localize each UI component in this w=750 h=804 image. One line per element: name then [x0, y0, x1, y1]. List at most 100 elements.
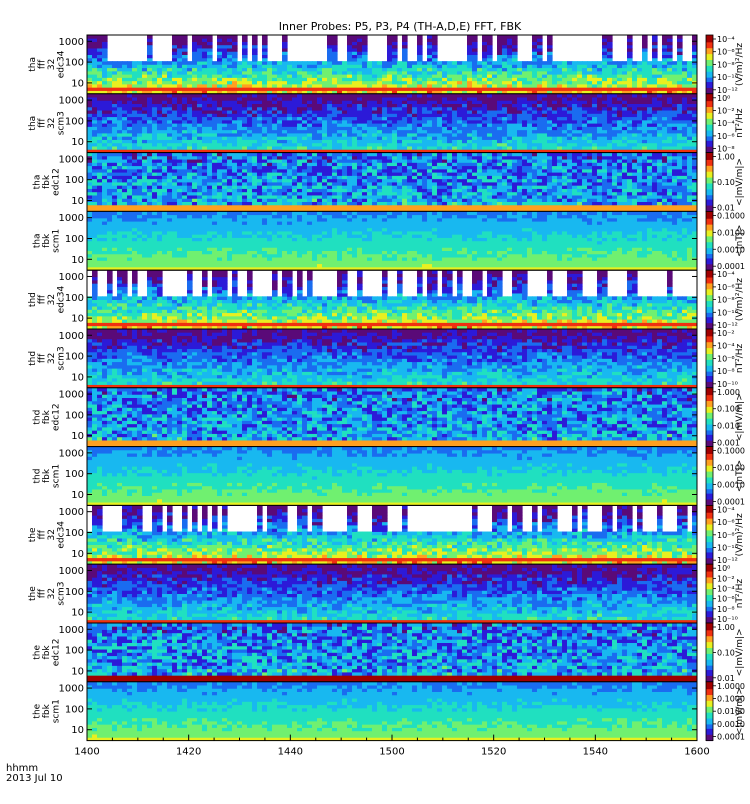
y-tick-label: 1000: [59, 625, 84, 636]
y-tick-label: 100: [65, 58, 84, 69]
colorbar-label: (V/m)²/Hz: [735, 43, 745, 86]
spectrogram-image: [87, 35, 698, 94]
spectrogram-image: [87, 153, 698, 212]
panel-tha-efield-fff: 101001000thafff32edc3410⁻⁴10⁻⁶10⁻⁸10⁻¹⁰1…: [28, 35, 745, 95]
colorbar-tick-label: 10⁻²: [717, 574, 735, 583]
y-tick-label: 10: [71, 490, 84, 501]
colorbar-label: nT²/Hz: [735, 579, 745, 609]
y-tick-label: 10: [71, 725, 84, 736]
y-tick-label: 1000: [59, 96, 84, 107]
panel-thd-efield-fbk: 101001000thdfbkedc121.0000.1000.0100.001…: [33, 388, 746, 448]
spectrogram-image: [87, 447, 698, 506]
spectrogram-image: [87, 564, 698, 623]
y-tick-label: 1000: [59, 448, 84, 459]
colorbar-tick-label: 1.00: [717, 153, 735, 162]
colorbar-tick-label: 0.1000: [717, 211, 745, 220]
panel-label: thefbkscm1: [33, 699, 62, 723]
panel-label: thdfbkscm1: [33, 464, 62, 488]
colorbar-label: (V/m)²/Hz: [735, 278, 745, 321]
y-tick-label: 100: [65, 469, 84, 480]
y-tick-label: 1000: [59, 390, 84, 401]
y-tick-label: 1000: [59, 154, 84, 165]
spectrogram-image: [87, 388, 698, 447]
y-tick-label: 1000: [59, 684, 84, 695]
x-tick-label: 1540: [583, 747, 608, 758]
y-tick-label: 1000: [59, 272, 84, 283]
panel-thd-efield-fff: 101001000thdfff32edc3410⁻⁴10⁻⁶10⁻⁸10⁻¹⁰1…: [28, 270, 745, 330]
panel-the-bfield-fbk: 10 100 1000 thefbkscm1 1.00000.10000.01000.0…: [33, 682, 746, 742]
colorbar-tick-label: 10⁻⁸: [717, 60, 735, 69]
colorbar-tick-label: 10⁻²: [717, 107, 735, 116]
panel-label: thefbkedc12: [33, 639, 62, 667]
spectrogram-image: [87, 211, 698, 270]
colorbar-label: nT²/Hz: [735, 343, 745, 373]
y-tick-label: 100: [65, 587, 84, 598]
colorbar-tick-label: 10⁻⁶: [717, 283, 735, 292]
panel-label: thafff32edc34: [28, 50, 67, 78]
colorbar-tick-label: 10⁰: [717, 564, 730, 573]
spectrogram-image: [87, 682, 698, 741]
colorbar: 1.000.100.01<|mV/m|>: [706, 153, 745, 213]
panel-tha-bfield-fff: 101001000thafff32scm310⁰10⁻²10⁻⁴10⁻⁶10⁻⁸…: [28, 94, 745, 154]
panel-tha-bfield-fbk: 101001000thafbkscm10.10000.01000.00100.0…: [33, 211, 746, 271]
y-tick-label: 100: [65, 704, 84, 715]
y-tick-label: 10: [71, 196, 84, 207]
panel-label: thafff32scm3: [28, 111, 67, 135]
colorbar-label: (V/m)²/Hz: [735, 513, 745, 556]
y-tick-label: 100: [65, 646, 84, 657]
spectrogram-image: [87, 94, 698, 153]
panel-label: thafbkscm1: [33, 229, 62, 253]
colorbar: 1.000.100.01<|mV/m|>: [706, 623, 745, 683]
panel-label: thefff32edc34: [28, 521, 67, 549]
panel-label: thdfff32edc34: [28, 286, 67, 314]
x-tick-label: 1420: [176, 747, 201, 758]
panel-thd-bfield-fbk: 101001000thdfbkscm10.10000.01000.00100.0…: [33, 447, 746, 507]
y-tick-label: 10: [71, 78, 84, 89]
colorbar: 1.0000.1000.0100.001<|mV/m|>: [706, 388, 745, 448]
y-tick-label: 10: [71, 255, 84, 266]
y-tick-label: 100: [65, 116, 84, 127]
colorbar-tick-label: 0.10: [717, 178, 735, 187]
spectrogram-image: [87, 270, 698, 329]
y-tick-label: 1000: [59, 213, 84, 224]
colorbar-label: <|mV/m|>: [735, 687, 745, 735]
colorbar-tick-label: 10⁻⁴: [717, 270, 735, 279]
date-label: 2013 Jul 10: [6, 773, 63, 784]
panel-the-bfield-fff: 101001000thefff32scm310⁰10⁻²10⁻⁴10⁻⁶10⁻⁸…: [28, 564, 745, 624]
colorbar-tick-label: 10⁻⁴: [717, 119, 735, 128]
colorbar-tick-label: 10⁻⁴: [717, 35, 735, 44]
panel-label: thafbkedc12: [33, 168, 62, 196]
colorbar-tick-label: 10⁰: [717, 94, 730, 103]
colorbar-tick-label: 10⁻⁶: [717, 48, 735, 57]
y-tick-label: 100: [65, 528, 84, 539]
y-tick-label: 1000: [59, 331, 84, 342]
colorbar-label: <|nT|>: [735, 225, 745, 257]
spectrogram-image: [87, 329, 698, 388]
panel-label: thefff32scm3: [28, 582, 67, 606]
colorbar-tick-label: 10⁻⁸: [717, 605, 735, 614]
colorbar-tick-label: 0.10: [717, 648, 735, 657]
colorbar-tick-label: 10⁻⁴: [717, 505, 735, 514]
colorbar-tick-label: 10⁻⁸: [717, 367, 735, 376]
colorbar-tick-label: 10⁻⁶: [717, 518, 735, 527]
colorbar-tick-label: 0.1000: [717, 447, 745, 456]
colorbar-tick-label: 1.00: [717, 623, 735, 632]
x-tick-label: 1600: [684, 747, 709, 758]
y-tick-label: 100: [65, 175, 84, 186]
y-tick-label: 10: [71, 549, 84, 560]
y-tick-label: 10: [71, 666, 84, 677]
colorbar-tick-label: 10⁻⁶: [717, 354, 735, 363]
colorbar-tick-label: 10⁻⁶: [717, 132, 735, 141]
y-tick-label: 1000: [59, 37, 84, 48]
y-tick-label: 100: [65, 293, 84, 304]
